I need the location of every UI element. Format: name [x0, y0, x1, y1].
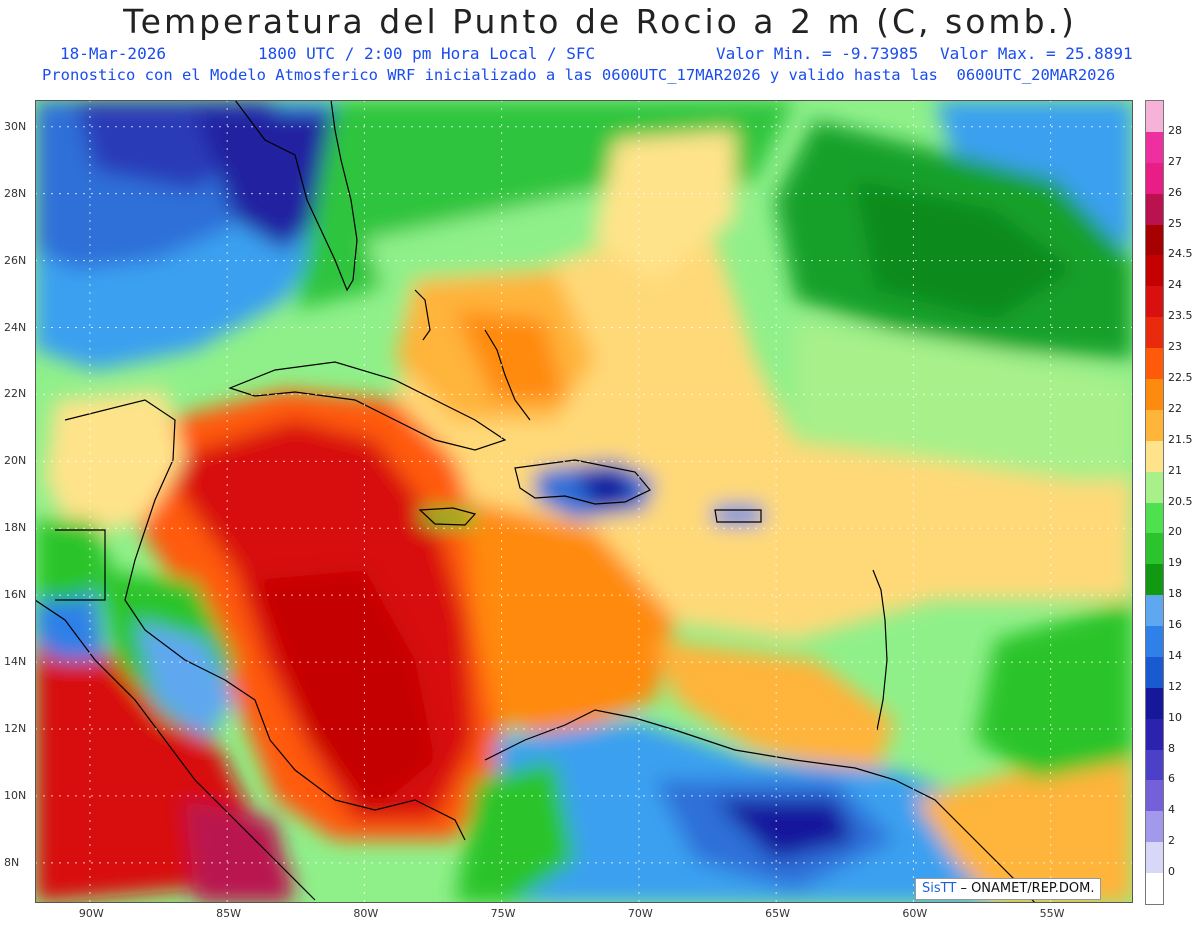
colorbar-swatch [1146, 193, 1163, 226]
colorbar-swatch [1146, 162, 1163, 195]
colorbar-label: 27 [1168, 154, 1182, 168]
colorbar-swatch [1146, 873, 1163, 905]
colorbar-label: 25 [1168, 216, 1182, 230]
map-frame [35, 100, 1133, 903]
min-value: Valor Min. = -9.73985 [716, 44, 919, 63]
colorbar-label: 28 [1168, 123, 1182, 137]
lesser-antilles [872, 569, 888, 731]
colorbar-label: 23 [1168, 340, 1182, 354]
lat-lon-grid [35, 100, 1133, 903]
colorbar-swatch [1146, 255, 1163, 287]
colorbar-swatch [1146, 101, 1163, 133]
puerto-rico-coast [714, 509, 762, 523]
hispaniola-coast [514, 459, 651, 505]
lat-tick-label: 10N [4, 788, 27, 802]
colorbar-swatch [1146, 471, 1163, 503]
central-america-east-coast [64, 399, 466, 841]
lat-tick-label: 14N [4, 655, 27, 669]
colorbar-swatch [1146, 656, 1163, 689]
forecast-date: 18-Mar-2026 [60, 44, 166, 63]
lat-tick-label: 30N [4, 119, 27, 133]
colorbar-label: 12 [1168, 679, 1182, 693]
colorbar-swatch [1146, 409, 1163, 442]
colorbar-swatch [1146, 131, 1163, 164]
colorbar-label: 19 [1168, 556, 1182, 570]
bahamas-chain [484, 329, 531, 421]
model-info: Pronostico con el Modelo Atmosferico WRF… [42, 66, 1116, 84]
lon-tick-label: 85W [216, 907, 242, 920]
colorbar-label: 14 [1168, 648, 1182, 662]
colorbar-swatch [1146, 626, 1163, 658]
dewpoint-field [35, 100, 1133, 903]
colorbar-swatch [1146, 749, 1163, 781]
central-america-west-coast [35, 599, 316, 901]
lat-tick-label: 16N [4, 588, 27, 602]
colorbar-label: 22.5 [1168, 370, 1193, 384]
credit-text: ONAMET/REP.DOM. [971, 881, 1095, 896]
lat-tick-label: 20N [4, 454, 27, 468]
colorbar-label: 26 [1168, 185, 1182, 199]
dewpoint-map [35, 100, 1133, 903]
lon-tick-label: 80W [353, 907, 379, 920]
credit-box: SisTT – ONAMET/REP.DOM. [915, 878, 1102, 900]
lon-tick-label: 65W [765, 907, 791, 920]
colorbar-swatch [1146, 564, 1163, 596]
colorbar-label: 22 [1168, 401, 1182, 415]
colorbar-label: 24.5 [1168, 247, 1193, 261]
colorbar-label: 24 [1168, 278, 1182, 292]
lat-tick-label: 22N [4, 387, 27, 401]
colorbar-swatch [1146, 286, 1163, 318]
colorbar-swatch [1146, 440, 1163, 473]
belize-border [55, 529, 106, 601]
colorbar-label: 21.5 [1168, 432, 1193, 446]
lat-tick-label: 28N [4, 186, 27, 200]
colorbar-swatch [1146, 502, 1163, 534]
forecast-time: 1800 UTC / 2:00 pm Hora Local / SFC [258, 44, 596, 63]
colorbar-swatch [1146, 224, 1163, 256]
credit-separator: – [960, 881, 967, 896]
lat-tick-label: 8N [4, 855, 20, 869]
lon-tick-label: 55W [1039, 907, 1065, 920]
lon-tick-label: 90W [78, 907, 104, 920]
south-america-coast [484, 709, 1036, 903]
colorbar-swatch [1146, 811, 1163, 843]
lat-tick-label: 18N [4, 521, 27, 535]
colorbar-label: 10 [1168, 710, 1182, 724]
jamaica-coast [418, 507, 477, 526]
colorbar-label: 8 [1168, 741, 1175, 755]
colorbar-label: 2 [1168, 834, 1175, 848]
colorbar-label: 20 [1168, 525, 1182, 539]
colorbar-label: 0 [1168, 865, 1175, 879]
colorbar-swatch [1146, 842, 1163, 874]
colorbar-label: 21 [1168, 463, 1182, 477]
colorbar-swatch [1146, 595, 1163, 627]
colorbar-swatch [1146, 378, 1163, 411]
colorbar-swatch [1146, 780, 1163, 812]
lat-tick-label: 12N [4, 722, 27, 736]
colorbar-label: 6 [1168, 772, 1175, 786]
bahamas-coast [414, 289, 431, 341]
colorbar-label: 4 [1168, 803, 1175, 817]
colorbar-swatch [1146, 317, 1163, 349]
max-value: Valor Max. = 25.8891 [940, 44, 1133, 63]
lat-tick-label: 26N [4, 253, 27, 267]
colorbar-label: 18 [1168, 587, 1182, 601]
coastlines [35, 100, 1036, 903]
colorbar-swatch [1146, 687, 1163, 720]
lon-tick-label: 70W [627, 907, 653, 920]
colorbar-swatch [1146, 348, 1163, 380]
colorbar-label: 20.5 [1168, 494, 1193, 508]
colorbar-swatch [1146, 533, 1163, 565]
colorbar-label: 23.5 [1168, 309, 1193, 323]
lon-tick-label: 60W [902, 907, 928, 920]
colorbar-swatch [1146, 718, 1163, 751]
sistt-logo: SisTT [922, 881, 957, 896]
cuba-coast [228, 361, 507, 451]
lat-tick-label: 24N [4, 320, 27, 334]
colorbar [1145, 100, 1164, 905]
florida-coast [234, 100, 358, 292]
lon-tick-label: 75W [490, 907, 516, 920]
chart-title: Temperatura del Punto de Rocio a 2 m (C,… [123, 2, 1077, 41]
colorbar-label: 16 [1168, 618, 1182, 632]
